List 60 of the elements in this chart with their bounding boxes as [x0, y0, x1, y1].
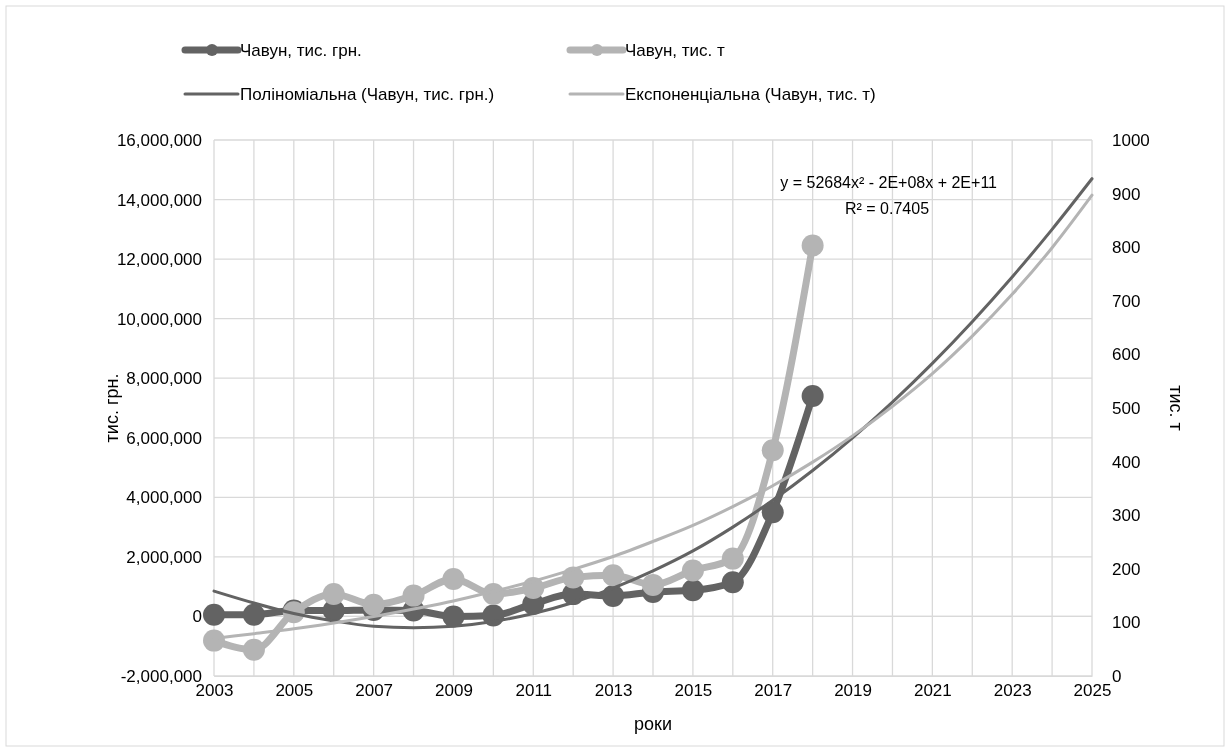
x-tick-label: 2023	[993, 681, 1032, 701]
point	[602, 564, 625, 587]
point	[203, 603, 225, 626]
y-tick-label: 8,000,000	[126, 369, 202, 389]
point	[721, 547, 744, 570]
y2-tick-label: 900	[1112, 184, 1141, 204]
y-tick-label: 4,000,000	[126, 488, 202, 508]
y-tick-label: 2,000,000	[126, 547, 202, 567]
x-tick-label: 2017	[754, 681, 793, 701]
legend-label: Чавун, тис. грн.	[240, 41, 362, 60]
y-tick-label: 6,000,000	[126, 428, 202, 448]
y-tick-label: 10,000,000	[116, 309, 202, 329]
point	[681, 579, 704, 602]
point	[203, 629, 225, 652]
x-tick-label: 2015	[674, 681, 713, 701]
x-tick-label: 2025	[1073, 681, 1112, 701]
point	[761, 501, 784, 524]
y2-tick-label: 800	[1112, 238, 1141, 258]
point	[642, 573, 664, 596]
y2-tick-label: 400	[1112, 452, 1141, 472]
x-tick-label: 2019	[834, 681, 872, 701]
y-tick-label: 14,000,000	[116, 190, 202, 210]
x-tick-label: 2013	[594, 681, 633, 701]
annotation: y = 52684x² - 2E+08x + 2E+11	[780, 174, 998, 191]
y2-tick-label: 600	[1112, 345, 1141, 365]
y-tick-label: 16,000,000	[116, 130, 202, 150]
x-tick-label: 2003	[195, 681, 234, 701]
y2-tick-label: 100	[1112, 613, 1141, 633]
y2-tick-label: 500	[1112, 398, 1141, 418]
point	[322, 582, 345, 605]
point	[681, 559, 704, 582]
y2-tick-label: 1000	[1112, 130, 1150, 150]
point	[721, 571, 744, 594]
y-axis-title: тис. грн.	[102, 373, 122, 443]
y-tick-label: 12,000,000	[116, 250, 202, 270]
point	[362, 593, 385, 616]
x-tick-label: 2011	[515, 681, 553, 701]
annotation: R² = 0.7405	[844, 200, 930, 217]
point	[801, 385, 824, 408]
y2-tick-label: 0	[1112, 666, 1122, 686]
x-tick-label: 2005	[275, 681, 314, 701]
y2-axis-title: тис. т	[1166, 385, 1186, 431]
y2-tick-label: 200	[1112, 559, 1141, 579]
y-tick-label: 0	[192, 607, 202, 627]
legend-label: Поліноміальна (Чавун, тис. грн.)	[240, 85, 495, 104]
point	[402, 584, 425, 607]
x-tick-label: 2009	[435, 681, 473, 701]
x-tick-label: 2021	[913, 681, 952, 701]
legend-label: Чавун, тис. т	[625, 41, 726, 60]
point	[242, 603, 265, 626]
point	[442, 567, 465, 590]
legend-label: Експоненціальна (Чавун, тис. т)	[625, 85, 876, 104]
y2-tick-label: 300	[1112, 506, 1141, 526]
y2-tick-label: 700	[1112, 291, 1141, 311]
point	[442, 605, 465, 628]
x-tick-label: 2007	[355, 681, 394, 701]
point	[242, 638, 265, 661]
point	[801, 234, 824, 257]
x-axis-title: роки	[634, 714, 672, 734]
point	[761, 439, 784, 462]
